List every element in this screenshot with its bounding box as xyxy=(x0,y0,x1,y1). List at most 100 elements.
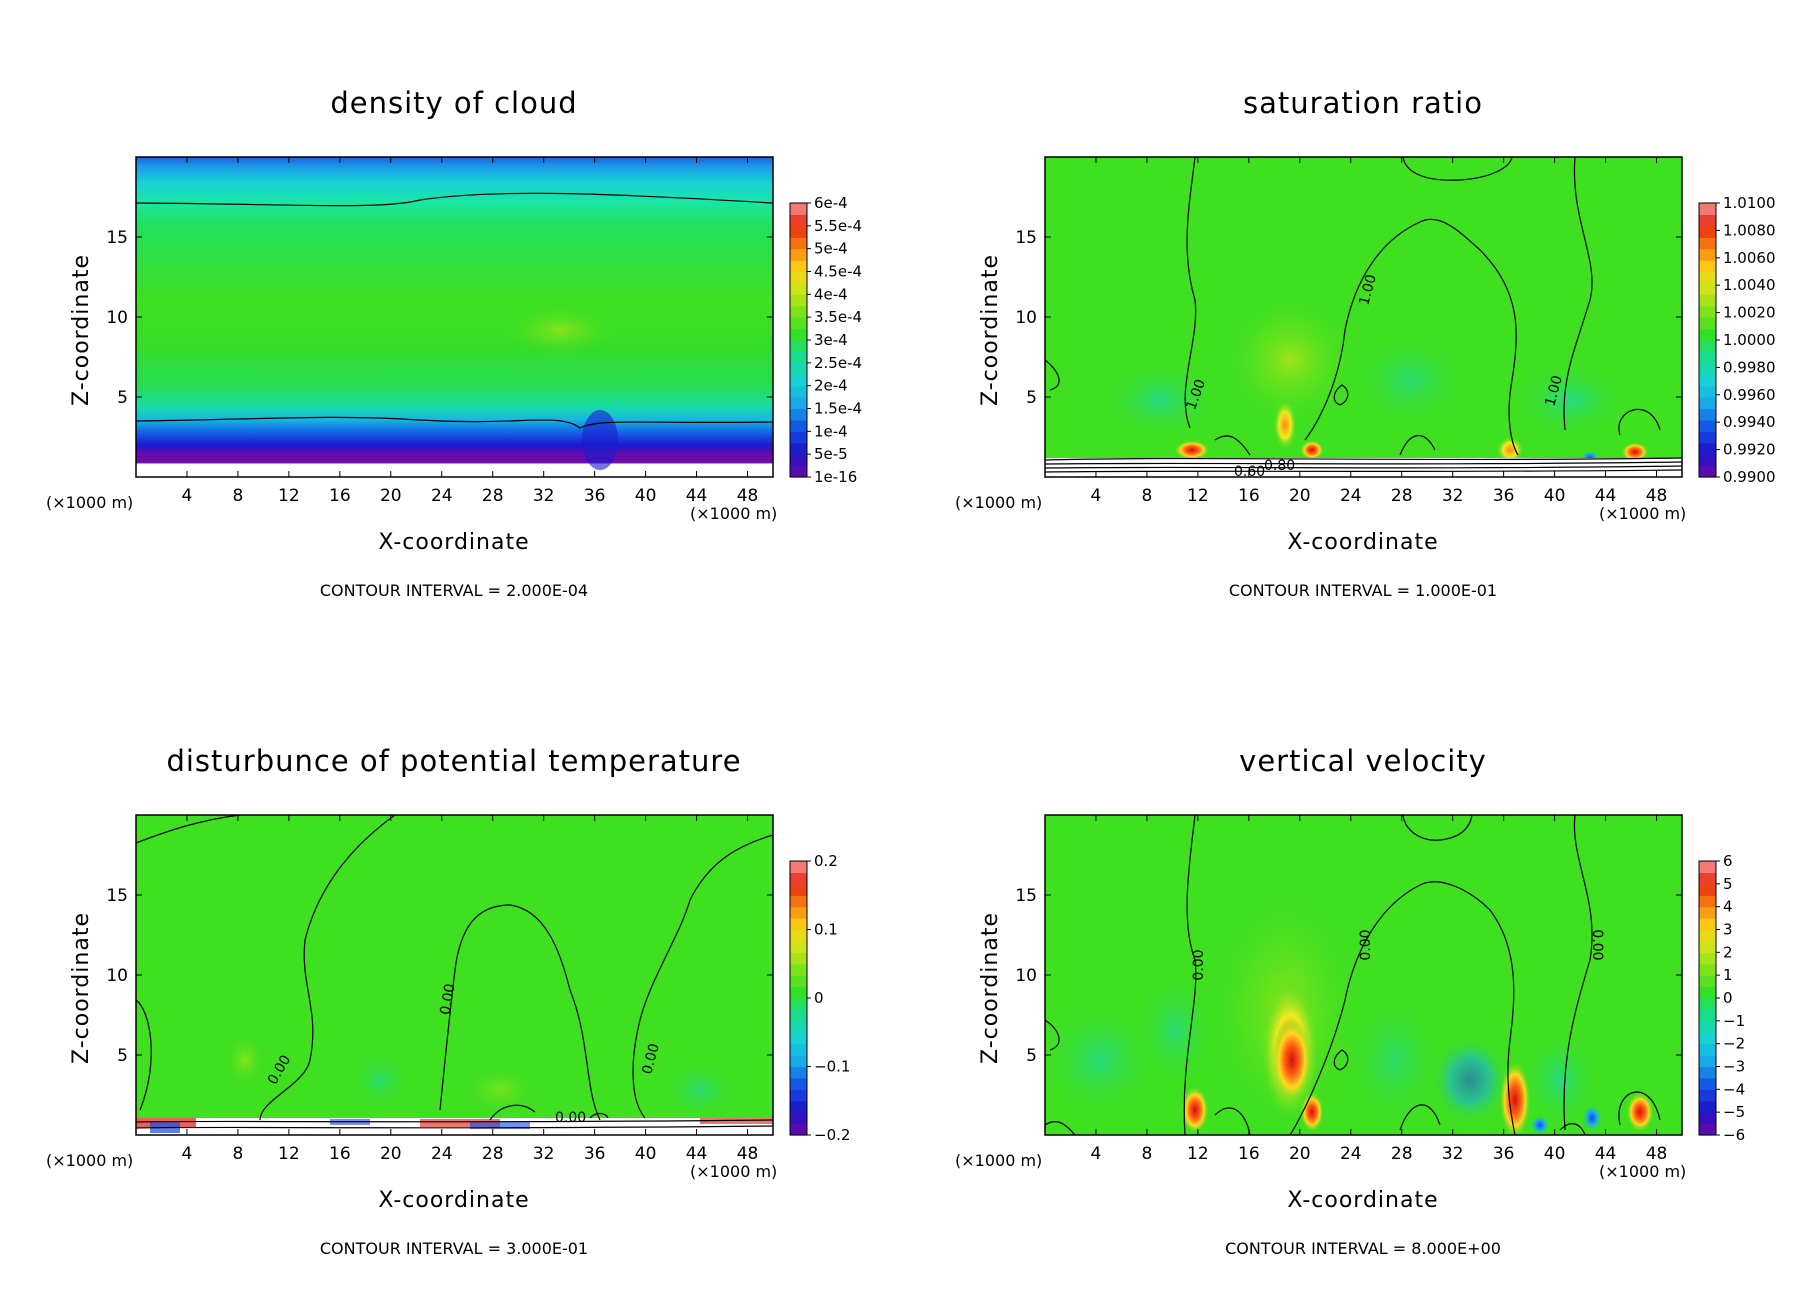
contour-label: 0.00 xyxy=(639,1042,663,1076)
colorbar-label: 1.0020 xyxy=(1723,304,1776,322)
x-tick-label: 48 xyxy=(1646,486,1668,506)
colorbar-label: 0.9960 xyxy=(1723,386,1776,404)
colorbar-label: 1.0060 xyxy=(1723,249,1776,267)
y-axis-label: Z-coordinate xyxy=(69,912,94,1064)
colorbar-label: 0.2 xyxy=(814,852,838,870)
contour-interval: CONTOUR INTERVAL = 1.000E-01 xyxy=(1229,581,1497,600)
colorbar: 1.0100 1.0080 1.0060 1.0040 1.0020 1.0000 0.99… xyxy=(1698,194,1776,486)
x-unit-left: (×1000 m) xyxy=(955,1151,1042,1170)
x-tick-label: 24 xyxy=(1340,1144,1362,1164)
x-tick-label: 4 xyxy=(1091,1144,1102,1164)
contour-interval: CONTOUR INTERVAL = 3.000E-01 xyxy=(320,1239,588,1258)
colorbar-swatch xyxy=(790,883,807,896)
colorbar-swatch xyxy=(790,861,807,874)
colorbar-swatch xyxy=(1699,431,1716,444)
colorbar-swatch xyxy=(790,918,807,931)
x-tick-label: 48 xyxy=(1646,1144,1668,1164)
colorbar-label: 6 xyxy=(1723,852,1733,870)
colorbar-swatch xyxy=(1699,351,1716,364)
contour-label: 0.00 xyxy=(555,1110,586,1126)
colorbar-swatch xyxy=(1699,929,1716,942)
colorbar-label: 2.5e-4 xyxy=(814,354,862,372)
y-tick-label: 10 xyxy=(1015,966,1037,986)
colorbar-label: 1.0080 xyxy=(1723,221,1776,239)
colorbar-swatch xyxy=(1699,1123,1716,1136)
panel-title: density of cloud xyxy=(330,86,577,120)
colorbar-swatch xyxy=(790,929,807,942)
contour-interval: CONTOUR INTERVAL = 8.000E+00 xyxy=(1225,1239,1501,1258)
colorbar-label: −3 xyxy=(1723,1058,1745,1076)
colorbar-label: 5e-5 xyxy=(814,445,848,463)
x-tick-label: 20 xyxy=(380,486,402,506)
contour-label: 0.00 xyxy=(1191,949,1207,980)
x-tick-label: 32 xyxy=(533,486,555,506)
colorbar-swatch xyxy=(790,294,807,307)
y-axis-label: Z-coordinate xyxy=(978,254,1003,406)
colorbar-swatch xyxy=(790,465,807,478)
x-tick-label: 40 xyxy=(1544,1144,1566,1164)
colorbar-swatch xyxy=(790,203,807,216)
colorbar-swatch xyxy=(790,260,807,273)
colorbar-swatch xyxy=(790,1043,807,1056)
colorbar-label: 6e-4 xyxy=(814,194,848,212)
colorbar-swatch xyxy=(790,282,807,295)
colorbar-swatch xyxy=(1699,861,1716,874)
x-unit-left: (×1000 m) xyxy=(46,493,133,512)
colorbar-label: 5 xyxy=(1723,875,1733,893)
colorbar-label: 0.9980 xyxy=(1723,358,1776,376)
colorbar-label: 3.5e-4 xyxy=(814,308,862,326)
heatmap-field: 0.00 0.00 0.00 0.00 xyxy=(136,815,773,1135)
colorbar-swatch xyxy=(1699,397,1716,410)
contour-label: 0.00 xyxy=(437,983,458,1016)
x-tick-label: 44 xyxy=(686,1144,708,1164)
x-tick-label: 44 xyxy=(1595,1144,1617,1164)
y-axis: 5 10 15 xyxy=(106,228,773,408)
colorbar-swatch xyxy=(1699,1112,1716,1125)
colorbar-swatch xyxy=(1699,442,1716,455)
colorbar-swatch xyxy=(790,317,807,330)
x-tick-label: 40 xyxy=(635,486,657,506)
colorbar-label: 1 xyxy=(1723,966,1733,984)
x-unit-left: (×1000 m) xyxy=(46,1151,133,1170)
colorbar-swatch xyxy=(1699,340,1716,353)
colorbar-label: 4e-4 xyxy=(814,285,848,303)
colorbar-label: −4 xyxy=(1723,1080,1745,1098)
colorbar-swatch xyxy=(1699,895,1716,908)
colorbar-swatch xyxy=(790,952,807,965)
colorbar-swatch xyxy=(790,397,807,410)
panel-potential-temperature: disturbunce of potential temperature xyxy=(46,744,850,1258)
x-tick-label: 36 xyxy=(584,486,606,506)
x-tick-label: 44 xyxy=(686,486,708,506)
colorbar-swatch xyxy=(790,214,807,227)
colorbar-label: −6 xyxy=(1723,1126,1745,1144)
colorbar-swatch xyxy=(1699,237,1716,250)
colorbar-label: 4.5e-4 xyxy=(814,263,862,281)
x-tick-label: 24 xyxy=(431,1144,453,1164)
colorbar-swatch xyxy=(1699,225,1716,238)
x-tick-label: 36 xyxy=(1493,1144,1515,1164)
colorbar-swatch xyxy=(1699,952,1716,965)
colorbar-label: 2e-4 xyxy=(814,377,848,395)
colorbar-swatch xyxy=(790,1066,807,1079)
y-tick-label: 15 xyxy=(1015,228,1037,248)
x-unit-right: (×1000 m) xyxy=(690,504,777,523)
x-tick-label: 8 xyxy=(1142,486,1153,506)
colorbar-swatch xyxy=(790,385,807,398)
colorbar-swatch xyxy=(1699,940,1716,953)
colorbar-swatch xyxy=(790,998,807,1011)
colorbar-swatch xyxy=(790,895,807,908)
colorbar-swatch xyxy=(790,305,807,318)
x-tick-label: 4 xyxy=(182,1144,193,1164)
y-tick-label: 5 xyxy=(117,1046,128,1066)
colorbar-swatch xyxy=(790,431,807,444)
colorbar-swatch xyxy=(790,442,807,455)
colorbar-label: 3 xyxy=(1723,921,1733,939)
colorbar-label: 2 xyxy=(1723,943,1733,961)
colorbar-swatch xyxy=(1699,374,1716,387)
colorbar-swatch xyxy=(1699,906,1716,919)
colorbar: 6e-4 5.5e-4 5e-4 4.5e-4 4e-4 3.5e-4 3e-4 2.5e-4… xyxy=(789,194,862,486)
colorbar-swatch xyxy=(1699,986,1716,999)
x-axis-label: X-coordinate xyxy=(1287,1188,1438,1213)
colorbar-swatch xyxy=(1699,1032,1716,1045)
x-tick-label: 8 xyxy=(1142,1144,1153,1164)
